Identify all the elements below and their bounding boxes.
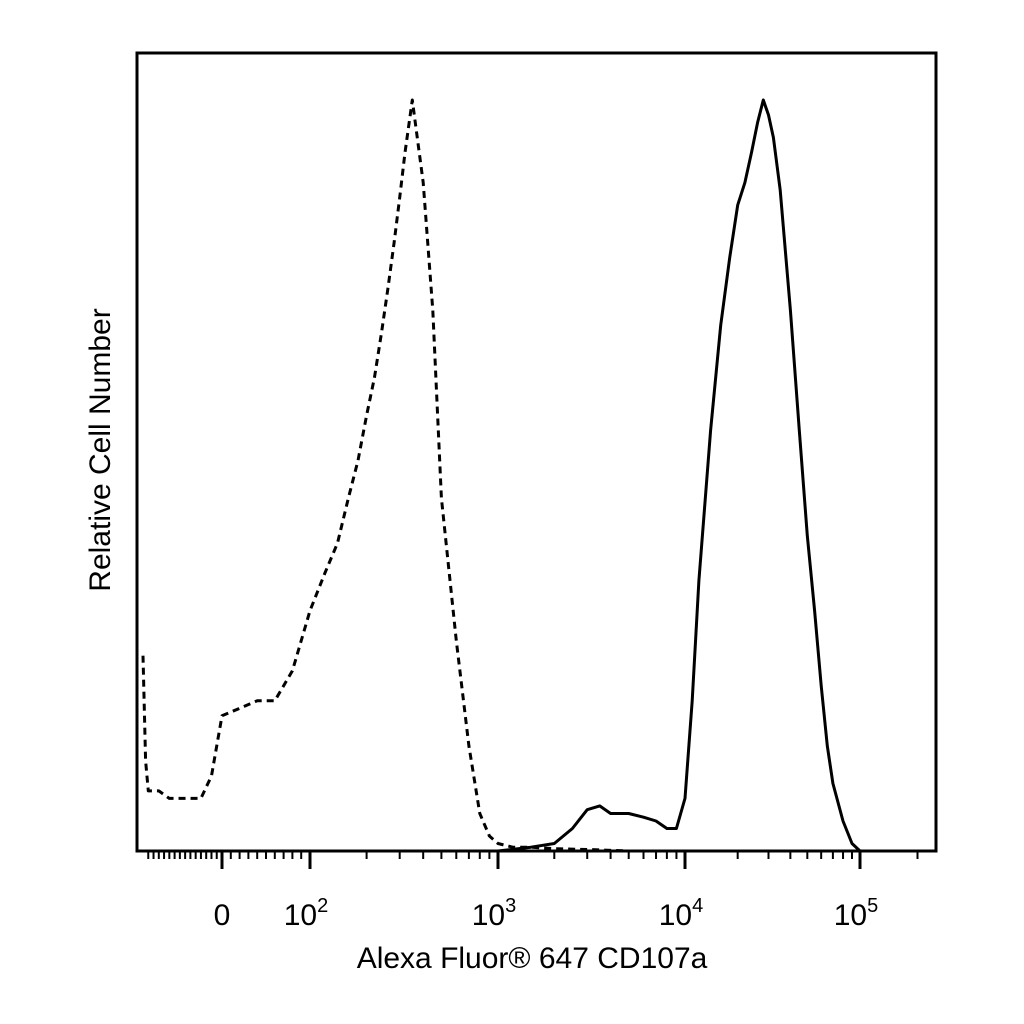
x-tick-label-base: 0: [214, 899, 231, 932]
x-tick-label-exp: 5: [867, 895, 878, 917]
x-tick-label-exp: 3: [505, 895, 516, 917]
x-tick-label-base: 10: [472, 899, 505, 932]
x-tick-label: 103: [472, 895, 517, 932]
dashed-histogram-line: [141, 98, 629, 853]
x-tick-label-base: 10: [284, 899, 317, 932]
x-axis-title: Alexa Fluor® 647 CD107a: [357, 942, 708, 975]
x-tick-label: 105: [834, 895, 879, 932]
solid-histogram-line: [497, 98, 862, 853]
x-tick-label: 104: [659, 895, 704, 932]
x-major-ticks: [220, 851, 862, 869]
series-layer: [141, 98, 862, 853]
x-minor-ticks: [147, 851, 919, 859]
plot-frame: [135, 51, 938, 853]
x-tick-label: 0: [214, 899, 231, 932]
x-tick-label-base: 10: [659, 899, 692, 932]
x-tick-label-base: 10: [834, 899, 867, 932]
x-tick-label-exp: 2: [317, 895, 328, 917]
x-tick-label-exp: 4: [692, 895, 703, 917]
y-axis-title: Relative Cell Number: [84, 308, 117, 591]
x-tick-labels: 0 102 103 104 105: [214, 895, 879, 932]
x-tick-label: 102: [284, 895, 329, 932]
